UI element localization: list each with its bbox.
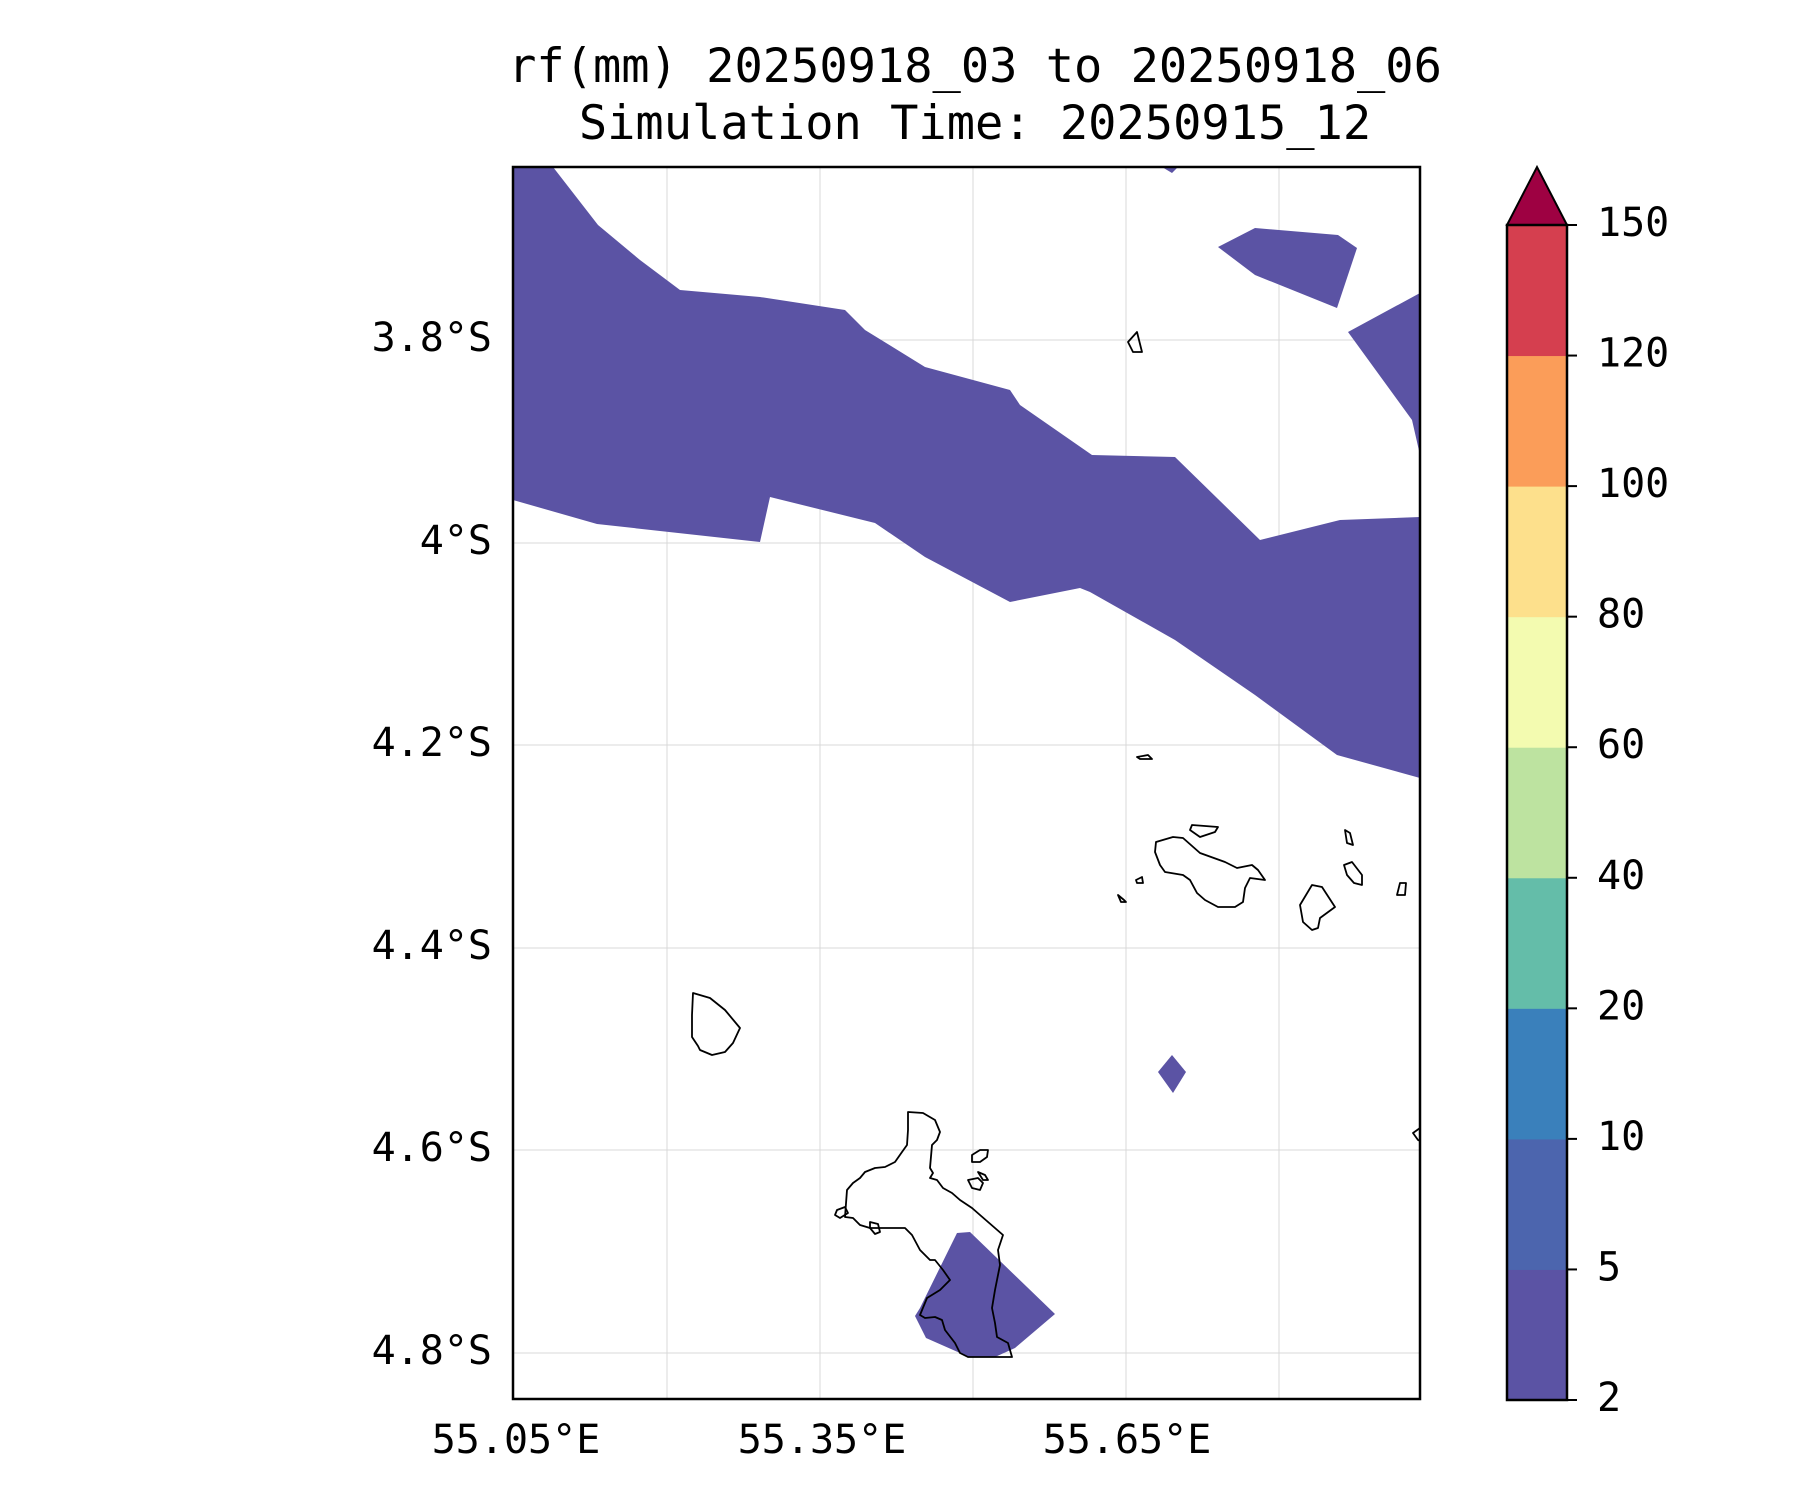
island-mahe-west-islet-1 xyxy=(834,1206,849,1219)
colorbar-tick-label: 2 xyxy=(1597,1375,1621,1421)
rainfall-patch-northeast xyxy=(1218,228,1357,308)
rainfall-patch-top-sliver xyxy=(1162,167,1178,173)
island-far-east xyxy=(1396,882,1407,896)
island-mahe xyxy=(844,1111,1013,1358)
colorbar-segment xyxy=(1507,1138,1567,1270)
map-panel xyxy=(513,167,1420,1399)
island-ste-anne-small xyxy=(977,1171,989,1181)
title-line-1: rf(mm) 20250918_03 to 20250918_06 xyxy=(508,39,1442,94)
colorbar-tick-label: 60 xyxy=(1597,722,1645,768)
island-mahe-west-islet-2 xyxy=(869,1221,881,1235)
rainfall-patch-south xyxy=(915,1232,1055,1357)
y-tick-label: 4°S xyxy=(420,518,492,564)
y-tick-label: 4.4°S xyxy=(372,923,492,969)
colorbar-tick-label: 10 xyxy=(1597,1114,1645,1160)
island-small-islet-2 xyxy=(1117,894,1127,903)
x-axis-labels: 55.05°E 55.35°E 55.65°E xyxy=(432,1417,1212,1463)
colorbar-segment xyxy=(1507,355,1567,487)
coastlines xyxy=(691,331,1420,1358)
x-tick-label: 55.05°E xyxy=(432,1417,601,1463)
rainfall-fills xyxy=(513,167,1420,1357)
island-silhouette xyxy=(691,992,741,1056)
colorbar: 2 5 10 20 40 60 80 100 120 150 xyxy=(1505,164,1669,1421)
colorbar-segment xyxy=(1507,225,1567,357)
colorbar-frame xyxy=(1505,223,1569,1402)
rainfall-patch-small-diamond xyxy=(1158,1055,1186,1093)
y-tick-label: 4.6°S xyxy=(372,1125,492,1171)
island-cerf xyxy=(967,1177,984,1191)
colorbar-extend-max xyxy=(1505,164,1569,226)
colorbar-tick-label: 40 xyxy=(1597,853,1645,899)
island-east-sliver xyxy=(1344,829,1354,846)
colorbar-tick-label: 80 xyxy=(1597,592,1645,638)
y-tick-label: 4.8°S xyxy=(372,1328,492,1374)
x-tick-label: 55.65°E xyxy=(1043,1417,1212,1463)
island-la-digue xyxy=(1299,884,1336,931)
colorbar-tick-label: 150 xyxy=(1597,200,1669,246)
colorbar-tick-label: 20 xyxy=(1597,983,1645,1029)
colorbar-tick-label: 120 xyxy=(1597,331,1669,377)
rainfall-patch-east-edge xyxy=(1348,293,1420,455)
island-felicite xyxy=(1343,861,1363,886)
colorbar-tick-label: 100 xyxy=(1597,461,1669,507)
colorbar-segment xyxy=(1507,747,1567,879)
colorbar-segment xyxy=(1507,486,1567,618)
island-north-islet xyxy=(1127,331,1143,353)
colorbar-segment xyxy=(1507,616,1567,748)
colorbar-segment xyxy=(1507,1269,1567,1401)
title-line-2: Simulation Time: 20250915_12 xyxy=(579,96,1371,151)
y-tick-label: 4.2°S xyxy=(372,720,492,766)
island-curieuse xyxy=(1189,824,1219,838)
island-praslin xyxy=(1154,836,1266,908)
rainfall-band-main xyxy=(513,167,1420,778)
colorbar-segment xyxy=(1507,877,1567,1009)
island-small-islet-1 xyxy=(1135,876,1144,884)
y-axis-labels: 3.8°S 4°S 4.2°S 4.4°S 4.6°S 4.8°S xyxy=(372,315,492,1374)
map-frame xyxy=(511,165,1422,1401)
colorbar-segment xyxy=(1507,1008,1567,1140)
y-tick-label: 3.8°S xyxy=(372,315,492,361)
island-east-edge-fragment xyxy=(1412,1127,1420,1142)
island-ste-anne xyxy=(971,1149,989,1163)
island-tiny-dash xyxy=(1136,754,1153,760)
x-tick-label: 55.35°E xyxy=(738,1417,907,1463)
colorbar-tick-label: 5 xyxy=(1597,1244,1621,1290)
